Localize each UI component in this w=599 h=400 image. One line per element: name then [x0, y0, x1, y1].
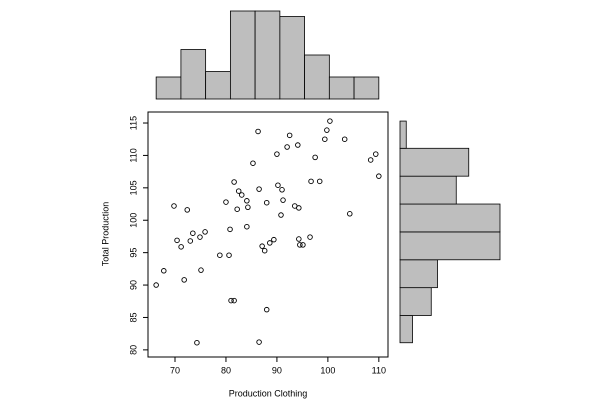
- point: [347, 211, 353, 217]
- y-axis-label: Total Production: [100, 202, 110, 267]
- point: [341, 136, 348, 142]
- point: [324, 127, 330, 133]
- point: [275, 182, 281, 188]
- point: [194, 339, 200, 346]
- point: [322, 136, 328, 142]
- point: [217, 252, 223, 258]
- point: [296, 205, 302, 211]
- histogram-bar: [155, 76, 182, 100]
- x-tick-label: 80: [221, 365, 231, 375]
- histogram-bar: [180, 49, 207, 100]
- histogram-bar: [399, 175, 457, 205]
- histogram-bar: [279, 16, 305, 100]
- point: [244, 223, 250, 230]
- point: [300, 242, 306, 248]
- histogram-bar: [399, 147, 470, 177]
- point: [367, 157, 374, 163]
- point: [250, 160, 256, 166]
- y-tick-label: 100: [128, 213, 138, 228]
- point: [234, 206, 240, 212]
- point: [327, 118, 333, 124]
- point: [376, 173, 382, 179]
- y-tick-label: 115: [128, 116, 138, 130]
- point: [256, 186, 262, 192]
- point: [267, 240, 273, 246]
- y-tick-label: 90: [128, 280, 138, 290]
- histogram-bar: [399, 287, 432, 316]
- y-tick-label: 85: [128, 312, 138, 322]
- point: [223, 199, 229, 205]
- point: [316, 178, 323, 185]
- point: [244, 198, 250, 204]
- x-tick-label: 70: [170, 365, 180, 375]
- point: [181, 277, 187, 283]
- point: [279, 187, 285, 193]
- point: [274, 151, 280, 157]
- point: [373, 151, 379, 157]
- point: [178, 244, 184, 250]
- point: [184, 207, 190, 213]
- point: [308, 178, 314, 185]
- y-tick-label: 95: [128, 248, 138, 258]
- histogram-bar: [353, 76, 380, 100]
- histogram-bar: [229, 10, 256, 100]
- point: [239, 192, 245, 198]
- point: [190, 230, 196, 236]
- histogram-bar: [399, 231, 501, 261]
- point: [312, 154, 318, 161]
- point: [295, 142, 301, 148]
- point: [153, 282, 159, 288]
- point: [307, 234, 313, 240]
- point: [231, 179, 237, 185]
- point: [280, 197, 286, 203]
- point: [256, 339, 262, 345]
- point: [198, 267, 204, 273]
- point: [202, 229, 208, 235]
- point: [271, 236, 277, 243]
- histogram-bar: [399, 120, 407, 149]
- point: [161, 268, 167, 274]
- plot-box: [147, 111, 389, 358]
- y-tick-label: 80: [128, 345, 138, 355]
- point: [278, 212, 284, 218]
- histogram-bar: [399, 259, 438, 289]
- point: [296, 236, 302, 242]
- histogram-bar: [254, 10, 281, 100]
- point: [231, 297, 237, 304]
- point: [261, 247, 268, 254]
- point: [255, 128, 261, 135]
- point: [235, 188, 242, 194]
- point: [226, 252, 232, 258]
- point: [227, 226, 233, 233]
- x-tick-label: 90: [272, 365, 282, 375]
- point: [297, 242, 303, 248]
- point: [187, 238, 194, 244]
- histogram-bar: [304, 54, 330, 100]
- point: [286, 132, 293, 139]
- histogram-bar: [399, 203, 501, 233]
- x-tick-label: 100: [320, 365, 335, 375]
- point: [197, 234, 203, 240]
- x-tick-label: 110: [372, 365, 386, 375]
- point: [263, 199, 270, 206]
- y-tick-label: 110: [128, 148, 138, 162]
- point: [228, 297, 234, 304]
- point: [171, 203, 177, 209]
- histogram-bar: [399, 315, 413, 344]
- y-tick-label: 105: [128, 180, 138, 195]
- histogram-bar: [205, 71, 231, 100]
- point: [174, 237, 180, 244]
- point: [259, 243, 265, 249]
- point: [284, 144, 290, 150]
- point: [263, 306, 270, 313]
- x-axis-label: Production Clothing: [229, 388, 308, 398]
- point: [245, 204, 251, 211]
- histogram-bar: [328, 76, 355, 100]
